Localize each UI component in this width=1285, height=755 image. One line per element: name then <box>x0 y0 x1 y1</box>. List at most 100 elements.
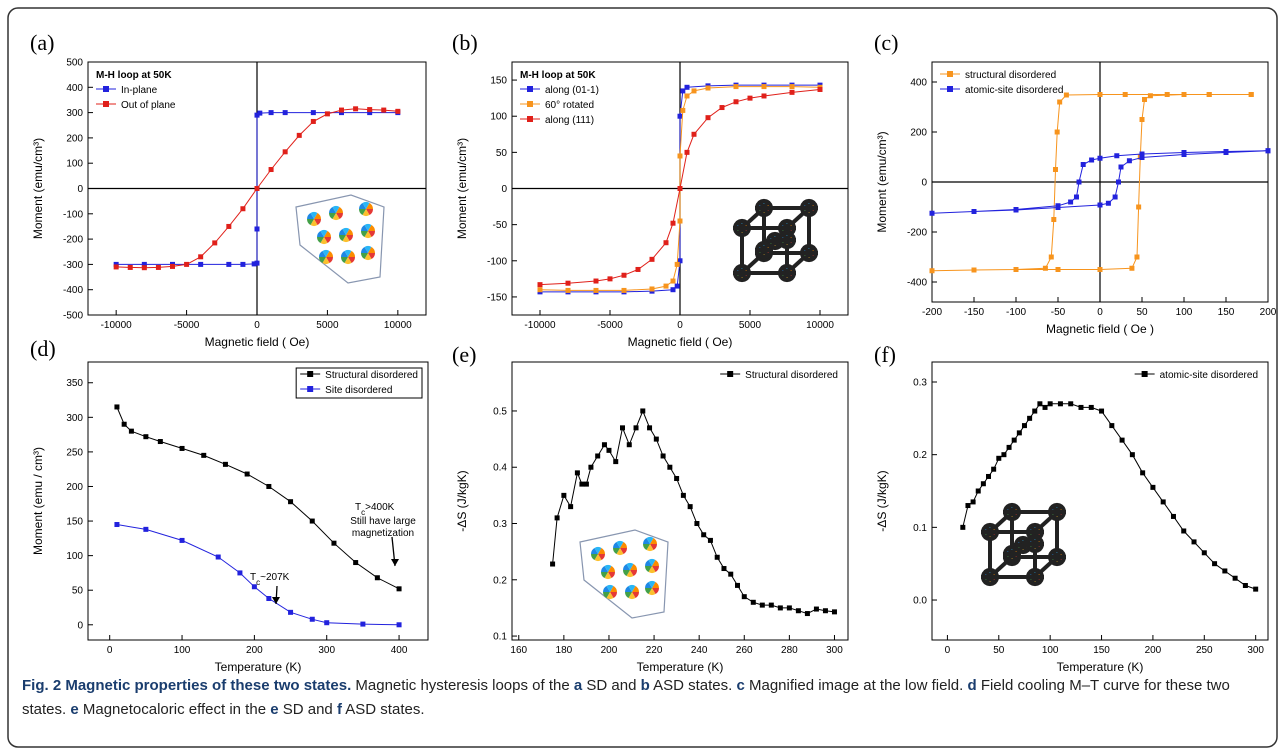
annotation-sub: c <box>361 508 365 517</box>
point <box>601 442 607 448</box>
point <box>113 264 119 270</box>
point <box>1160 499 1166 505</box>
point <box>1063 92 1069 98</box>
point <box>1223 150 1229 155</box>
point <box>550 561 556 567</box>
point <box>1089 157 1095 163</box>
annotation-text: T <box>355 502 361 513</box>
caption-text: ASD states. <box>345 701 425 718</box>
inset-cube <box>735 201 816 280</box>
point <box>226 223 232 229</box>
x-tick-label: 400 <box>391 645 408 656</box>
point <box>244 471 250 477</box>
y-tick-label: -100 <box>63 209 83 220</box>
x-axis-label: Temperature (K) <box>215 660 302 674</box>
point <box>1126 158 1132 164</box>
point <box>804 611 810 617</box>
point <box>1057 401 1063 407</box>
y-tick-label: 0 <box>77 620 83 631</box>
caption-text: SD and <box>282 701 333 718</box>
x-tick-label: -10000 <box>524 320 556 331</box>
x-tick-label: 200 <box>1145 645 1162 656</box>
point <box>831 609 837 615</box>
point <box>257 110 263 116</box>
y-tick-label: 0 <box>921 178 927 189</box>
y-axis-label: Moment (emu/cm³) <box>875 131 889 232</box>
x-axis-label: Temperature (K) <box>1057 660 1144 674</box>
point <box>1042 404 1048 410</box>
point <box>677 153 683 159</box>
point <box>1097 202 1103 208</box>
point <box>240 261 246 267</box>
legend-swatch <box>103 86 109 92</box>
caption-letter: a <box>573 677 583 694</box>
x-tick-label: 160 <box>510 645 527 656</box>
legend-label: atomic-site disordered <box>1160 370 1258 381</box>
point <box>694 521 700 527</box>
point <box>971 209 977 214</box>
point <box>680 492 686 498</box>
y-tick-label: -150 <box>487 292 507 303</box>
y-axis-label: Moment (emu / cm³) <box>31 447 45 555</box>
point <box>735 582 741 588</box>
point <box>1055 205 1061 210</box>
point <box>331 540 337 546</box>
point <box>680 88 686 94</box>
x-tick-label: -150 <box>964 307 984 318</box>
point <box>670 278 676 284</box>
point <box>1013 207 1019 213</box>
point <box>1037 401 1043 407</box>
point <box>179 537 185 543</box>
plot-frame <box>931 361 1269 641</box>
y-tick-label: -400 <box>63 285 83 296</box>
point <box>1139 155 1145 160</box>
panel-label: (e) <box>452 342 476 367</box>
point <box>1139 117 1145 122</box>
point <box>309 616 315 622</box>
annotation-text: ~207K <box>260 572 290 583</box>
point <box>1052 167 1058 172</box>
y-tick-label: 0.2 <box>913 450 927 461</box>
point <box>660 453 666 459</box>
point <box>777 605 783 611</box>
point <box>1068 199 1074 205</box>
caption-letter: d <box>967 677 977 694</box>
y-tick-label: -200 <box>907 228 927 239</box>
y-tick-label: 0.1 <box>493 632 507 643</box>
annotation-text: T <box>250 572 256 583</box>
point <box>251 261 257 267</box>
point <box>1181 528 1187 534</box>
point <box>991 466 997 472</box>
point <box>1147 93 1153 99</box>
legend: structural disordered atomic-site disorde… <box>940 70 1063 96</box>
point <box>1047 401 1053 407</box>
point <box>789 89 795 95</box>
y-tick-label: 200 <box>66 482 83 493</box>
frame <box>7 7 1278 748</box>
x-tick-label: 50 <box>993 645 1005 656</box>
point <box>1105 200 1111 206</box>
point <box>127 264 133 270</box>
point <box>1016 430 1022 436</box>
series-line <box>931 150 1269 214</box>
x-tick-label: 150 <box>1093 645 1110 656</box>
legend-swatch <box>527 86 533 92</box>
x-axis-label: Magnetic field ( Oe) <box>628 335 733 349</box>
x-tick-label: 200 <box>246 645 263 656</box>
x-tick-label: 10000 <box>384 320 412 331</box>
point <box>733 99 739 105</box>
point <box>114 404 120 410</box>
point <box>1048 254 1054 260</box>
plot-frame <box>511 361 849 641</box>
point <box>143 526 149 532</box>
point <box>574 470 580 476</box>
point <box>741 594 747 600</box>
x-tick-label: 100 <box>174 645 191 656</box>
point <box>1232 575 1238 581</box>
point <box>201 452 207 458</box>
legend-box <box>295 367 423 399</box>
x-tick-label: 300 <box>318 645 335 656</box>
point <box>813 606 819 612</box>
x-tick-label: 100 <box>1176 307 1193 318</box>
point <box>353 560 359 566</box>
